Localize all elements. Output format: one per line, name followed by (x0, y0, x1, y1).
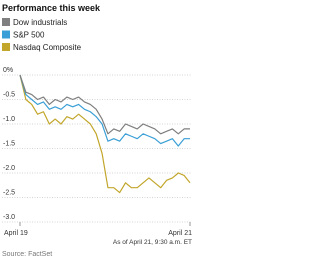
x-tick-label: April 19 (4, 230, 28, 237)
note: As of April 21, 9:30 a.m. ET (113, 239, 192, 246)
legend-swatch (2, 18, 10, 26)
y-tick-label: -1.5 (3, 141, 15, 148)
legend-swatch (2, 43, 10, 51)
y-tick-label: 0% (3, 67, 13, 74)
x-tick-label: April 21 (168, 230, 192, 237)
y-tick-label: -2.5 (3, 190, 15, 197)
legend-swatch (2, 30, 10, 39)
source: Source: FactSet (2, 251, 52, 258)
y-tick-label: -3.0 (3, 214, 15, 221)
series-line (19, 74, 190, 147)
series-line (19, 74, 191, 194)
y-tick-label: -0.5 (3, 92, 15, 99)
legend-label: Dow industrials (13, 18, 67, 27)
y-tick-label: -2.0 (3, 165, 15, 172)
series-line (19, 74, 190, 135)
chart-title: Performance this week (2, 3, 101, 13)
legend-label: S&P 500 (13, 31, 45, 40)
y-tick-label: -1.0 (3, 116, 15, 123)
legend-label: Nasdaq Composite (13, 43, 82, 52)
chart: Performance this week As of April 21, 9:… (2, 3, 192, 258)
